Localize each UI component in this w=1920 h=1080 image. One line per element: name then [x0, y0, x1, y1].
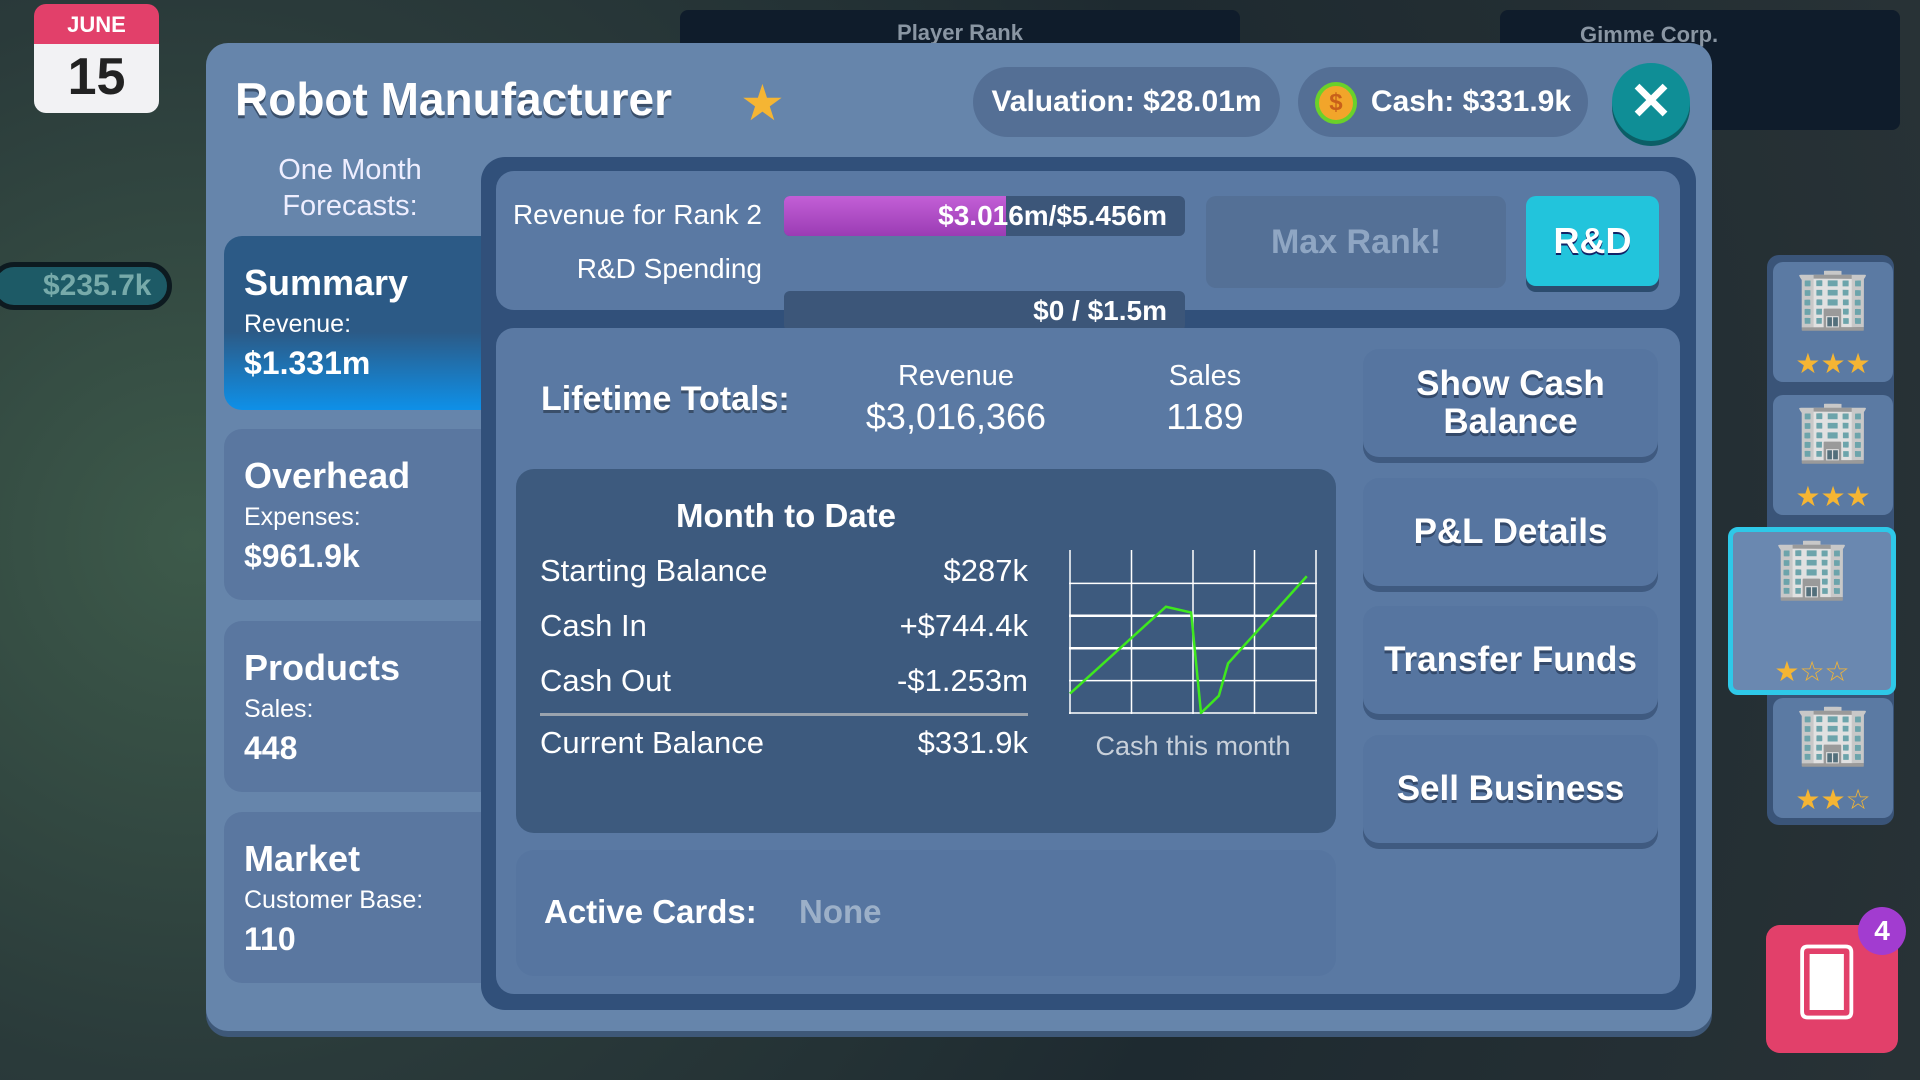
calendar-month: JUNE — [34, 4, 159, 44]
tab-subtitle: Customer Base: — [244, 886, 424, 914]
mtd-label: Cash Out — [540, 663, 671, 698]
star-rating: ★☆☆ — [1774, 656, 1850, 687]
rd-spending-value: $0 / $1.5m — [1033, 295, 1167, 326]
mtd-row: Cash Out -$1.253m — [540, 663, 1028, 699]
active-cards-value: None — [799, 893, 882, 930]
side-balance: $235.7k — [0, 262, 172, 310]
transfer-funds-button[interactable]: Transfer Funds — [1363, 606, 1658, 714]
lifetime-sales-value: 1189 — [1166, 396, 1244, 437]
tab-title: Summary — [244, 262, 409, 303]
lifetime-revenue-value: $3,016,366 — [865, 396, 1047, 437]
show-cash-balance-button[interactable]: Show Cash Balance — [1363, 349, 1658, 457]
tab-value: 110 — [244, 921, 296, 957]
lifetime-totals-label: Lifetime Totals: — [541, 380, 790, 418]
sell-business-button[interactable]: Sell Business — [1363, 735, 1658, 843]
tab-value: $1.331m — [244, 345, 371, 381]
mtd-label: Starting Balance — [540, 553, 768, 588]
tab-title: Products — [244, 647, 401, 688]
star-rating: ★★★ — [1795, 481, 1871, 512]
month-to-date-title: Month to Date — [676, 497, 896, 534]
tab-overhead[interactable]: Overhead Expenses: $961.9k — [224, 429, 481, 600]
tab-value: $961.9k — [244, 538, 360, 574]
competitor-name: Gimme Corp. — [1580, 22, 1719, 47]
business-card[interactable]: 🏢 ★☆☆ — [1728, 527, 1896, 695]
building-icon: 🏢 — [1795, 397, 1871, 464]
star-rating: ★★★ — [1795, 348, 1871, 379]
tab-subtitle: Sales: — [244, 695, 314, 723]
cards-count-badge: 4 — [1858, 907, 1906, 955]
close-button[interactable]: ✕ — [1612, 63, 1690, 141]
cash-value: Cash: $331.9k — [1370, 85, 1572, 118]
star-icon: ★ — [740, 75, 785, 131]
page-title: Robot Manufacturer — [235, 73, 672, 125]
mtd-row: Starting Balance $287k — [540, 553, 1028, 589]
mtd-value: $287k — [943, 553, 1028, 588]
lifetime-revenue-header: Revenue — [897, 360, 1015, 392]
mtd-row: Cash In +$744.4k — [540, 608, 1028, 644]
calendar-day: 15 — [34, 44, 159, 113]
star-rating: ★★☆ — [1795, 784, 1871, 815]
business-card[interactable]: 🏢 ★★★ — [1773, 395, 1893, 515]
close-icon: ✕ — [1629, 73, 1673, 131]
mtd-label: Cash In — [540, 608, 647, 643]
tab-title: Overhead — [244, 455, 411, 496]
revenue-rank-label: Revenue for Rank 2 — [512, 199, 762, 230]
mtd-value: -$1.253m — [897, 663, 1028, 698]
tab-value: 448 — [244, 730, 298, 766]
building-icon: 🏢 — [1795, 264, 1871, 331]
tab-summary[interactable]: Summary Revenue: $1.331m — [224, 236, 481, 410]
mtd-row: Current Balance $331.9k — [540, 725, 1028, 761]
tab-market[interactable]: Market Customer Base: 110 — [224, 812, 481, 983]
valuation-badge: Valuation: $28.01m — [973, 67, 1280, 137]
business-card[interactable]: 🏢 ★★★ — [1773, 262, 1893, 382]
cash-line-series — [1069, 575, 1308, 714]
cash-chart — [1069, 550, 1317, 714]
building-icon: 🏢 — [1774, 534, 1850, 601]
tab-products[interactable]: Products Sales: 448 — [224, 621, 481, 792]
month-to-date-box: Month to Date Starting Balance $287k Cash … — [516, 469, 1336, 833]
cash-badge: $ Cash: $331.9k — [1298, 67, 1588, 137]
business-card[interactable]: 🏢 ★★☆ — [1773, 698, 1893, 818]
rd-button[interactable]: R&D — [1526, 196, 1659, 286]
rd-spending-progress: $0 / $1.5m — [784, 291, 1185, 331]
active-cards-label: Active Cards: — [544, 893, 757, 930]
pl-details-button[interactable]: P&L Details — [1363, 478, 1658, 586]
mtd-value: $331.9k — [917, 725, 1028, 760]
rd-spending-label: R&D Spending — [576, 253, 762, 284]
tab-subtitle: Revenue: — [244, 310, 352, 338]
mtd-label: Current Balance — [540, 725, 765, 760]
active-cards-box: Active Cards: None — [516, 850, 1336, 976]
cards-button[interactable]: 🂠 4 — [1766, 907, 1906, 1053]
revenue-rank-progress: $3.016m/$5.456m — [784, 196, 1185, 236]
lifetime-sales-header: Sales — [1168, 360, 1242, 392]
revenue-rank-value: $3.016m/$5.456m — [938, 200, 1167, 231]
tab-title: Market — [244, 838, 361, 879]
calendar: JUNE 15 — [34, 4, 159, 113]
mtd-value: +$744.4k — [899, 608, 1028, 643]
dollar-coin-icon: $ — [1314, 82, 1357, 125]
building-icon: 🏢 — [1795, 700, 1871, 767]
cards-icon: 🂠 — [1794, 946, 1860, 1018]
max-rank-button: Max Rank! — [1206, 196, 1506, 288]
total-divider — [540, 713, 1028, 716]
chart-caption: Cash this month — [1095, 731, 1291, 761]
forecasts-heading: One Month Forecasts: — [278, 154, 422, 222]
tab-subtitle: Expenses: — [244, 503, 361, 531]
